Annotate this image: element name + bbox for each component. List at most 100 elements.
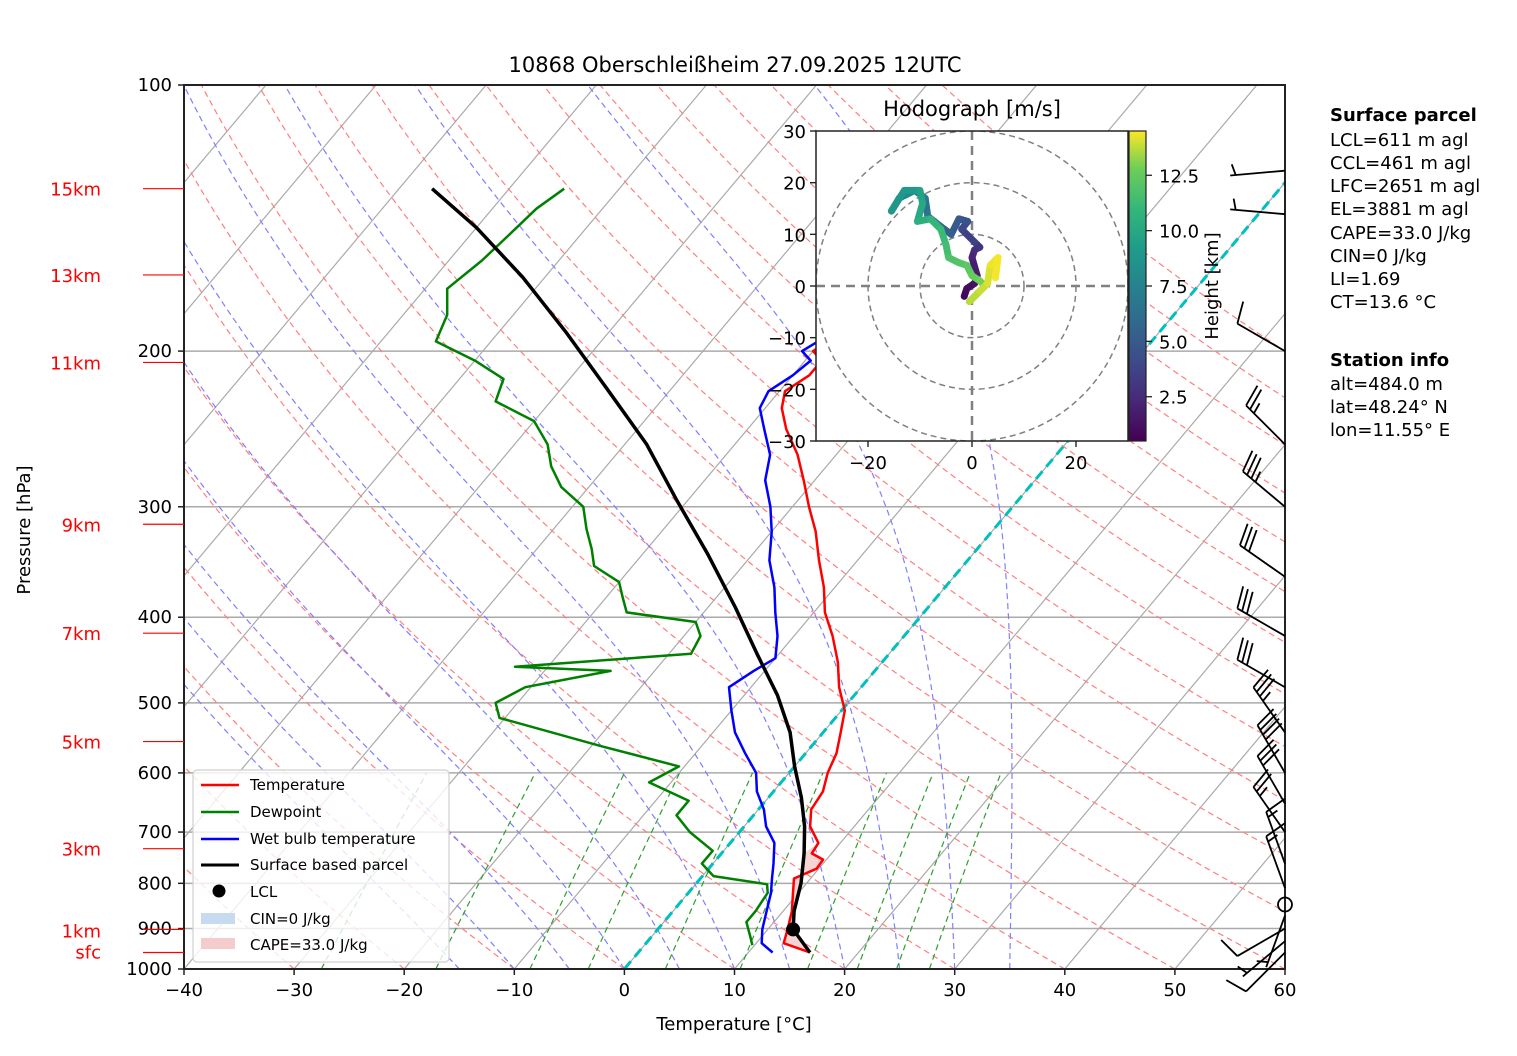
barb-half-flag bbox=[1253, 402, 1261, 414]
station-line: lon=11.55° E bbox=[1330, 420, 1450, 441]
dry-adiabat bbox=[770, 85, 1285, 494]
barb-staff bbox=[1230, 169, 1286, 177]
parcel-line: LCL=611 m agl bbox=[1330, 130, 1469, 151]
colorbar-label: Height [km] bbox=[1202, 232, 1223, 339]
barb-flag bbox=[1252, 669, 1269, 688]
colorbar-tick-label: 2.5 bbox=[1159, 388, 1188, 409]
height-label: 13km bbox=[50, 266, 101, 287]
colorbar-tick-label: 7.5 bbox=[1159, 277, 1188, 298]
dry-adiabat bbox=[184, 159, 1066, 969]
barb-flag bbox=[1245, 385, 1259, 406]
barb-staff bbox=[1242, 470, 1286, 508]
isotherm-line bbox=[184, 85, 377, 315]
x-tick-label: −10 bbox=[495, 980, 533, 1001]
barb-flag bbox=[1242, 450, 1254, 472]
wind-barb bbox=[1236, 301, 1286, 352]
x-tick-label: 60 bbox=[1274, 980, 1297, 1001]
surface-based-parcel-line bbox=[430, 187, 812, 954]
y-tick-label: 500 bbox=[138, 693, 172, 714]
y-tick-label: 300 bbox=[138, 497, 172, 518]
y-tick-label: 200 bbox=[138, 341, 172, 362]
colorbar-tick-label: 10.0 bbox=[1159, 222, 1199, 243]
parcel-line: CCL=461 m agl bbox=[1330, 153, 1471, 174]
calm-wind-circle bbox=[1277, 896, 1293, 913]
isotherm-line bbox=[184, 85, 707, 708]
dry-adiabat bbox=[184, 366, 845, 969]
barb-half-flag bbox=[1259, 786, 1268, 797]
hodograph-x-tick-label: −20 bbox=[849, 453, 887, 474]
barb-staff bbox=[1265, 811, 1286, 864]
height-label: 5km bbox=[62, 733, 101, 754]
wind-barb bbox=[1237, 940, 1286, 978]
lcl-marker bbox=[786, 922, 801, 937]
moist-adiabat bbox=[414, 85, 901, 969]
mixing-ratio-line bbox=[587, 772, 681, 969]
barb-staff bbox=[1256, 755, 1286, 805]
dry-adiabat bbox=[428, 85, 1285, 802]
dry-adiabat bbox=[257, 85, 1285, 969]
isotherm-line bbox=[844, 443, 1285, 969]
barb-flag bbox=[1241, 588, 1249, 612]
dry-adiabat bbox=[184, 263, 956, 969]
dry-adiabat bbox=[371, 85, 1285, 857]
hodograph-y-tick-label: −10 bbox=[768, 329, 806, 350]
y-tick-label: 700 bbox=[138, 822, 172, 843]
hodograph-y-tick-label: 0 bbox=[795, 277, 806, 298]
x-axis-label: Temperature [°C] bbox=[655, 1014, 811, 1035]
barb-staff bbox=[1245, 951, 1286, 993]
legend-box bbox=[192, 769, 450, 963]
side-panel: Surface parcel LCL=611 m agl CCL=461 m a… bbox=[1330, 105, 1480, 441]
barb-flag bbox=[1220, 939, 1239, 957]
mixing-ratio-line bbox=[739, 772, 824, 969]
isotherm-line bbox=[954, 574, 1285, 969]
wind-barb bbox=[1230, 198, 1286, 216]
barb-staff bbox=[1265, 836, 1286, 889]
barb-flag bbox=[1246, 642, 1254, 666]
x-tick-label: 50 bbox=[1163, 980, 1186, 1001]
dry-adiabat bbox=[200, 85, 1176, 969]
barb-flag bbox=[1246, 591, 1254, 615]
barb-half-flag bbox=[1230, 163, 1237, 176]
chart-title: 10868 Oberschleißheim 27.09.2025 12UTC bbox=[509, 53, 962, 77]
barb-staff bbox=[1252, 786, 1286, 833]
barb-staff bbox=[1236, 322, 1286, 352]
barb-flag bbox=[1265, 822, 1286, 838]
barb-flag bbox=[1259, 678, 1276, 697]
x-tick-label: −30 bbox=[275, 980, 313, 1001]
legend-label-lcl: LCL bbox=[250, 883, 278, 901]
parcel-line: LFC=2651 m agl bbox=[1330, 176, 1480, 197]
barb-flag bbox=[1256, 739, 1275, 757]
barb-flag bbox=[1265, 722, 1283, 741]
barb-flag bbox=[1249, 389, 1263, 410]
barb-flag bbox=[1248, 529, 1258, 552]
colorbar-tick-label: 12.5 bbox=[1159, 166, 1199, 187]
barb-half-flag bbox=[1262, 691, 1271, 702]
barb-staff bbox=[1265, 915, 1286, 968]
parcel-line: CT=13.6 °C bbox=[1330, 292, 1436, 313]
parcel-line: LI=1.69 bbox=[1330, 269, 1401, 290]
hodograph-title: Hodograph [m/s] bbox=[883, 97, 1061, 121]
parcel-line: EL=3881 m agl bbox=[1330, 199, 1469, 220]
isotherm-line bbox=[184, 85, 487, 446]
station-line: lat=48.24° N bbox=[1330, 397, 1448, 418]
height-label: 11km bbox=[50, 353, 101, 374]
hodograph: Hodograph [m/s] −20 0 20 −30 −20 −10 0 10 20 30 2… bbox=[768, 97, 1223, 474]
isotherm-line bbox=[734, 312, 1285, 969]
hodograph-y-tick-label: 10 bbox=[783, 225, 806, 246]
barb-staff bbox=[1239, 544, 1286, 578]
height-label: 7km bbox=[62, 624, 101, 645]
colorbar-tick-label: 5.0 bbox=[1159, 332, 1188, 353]
barb-half-flag bbox=[1256, 960, 1269, 963]
moist-adiabat bbox=[184, 85, 791, 969]
barb-flag bbox=[1250, 457, 1262, 479]
wind-barb bbox=[1252, 669, 1286, 733]
barb-flag bbox=[1262, 748, 1280, 767]
wind-barb bbox=[1242, 450, 1286, 508]
barb-flag bbox=[1259, 743, 1277, 762]
mixing-ratio-line bbox=[664, 772, 754, 969]
wind-barbs bbox=[1220, 163, 1293, 993]
moist-adiabat bbox=[184, 459, 625, 969]
wind-barb bbox=[1245, 385, 1286, 446]
